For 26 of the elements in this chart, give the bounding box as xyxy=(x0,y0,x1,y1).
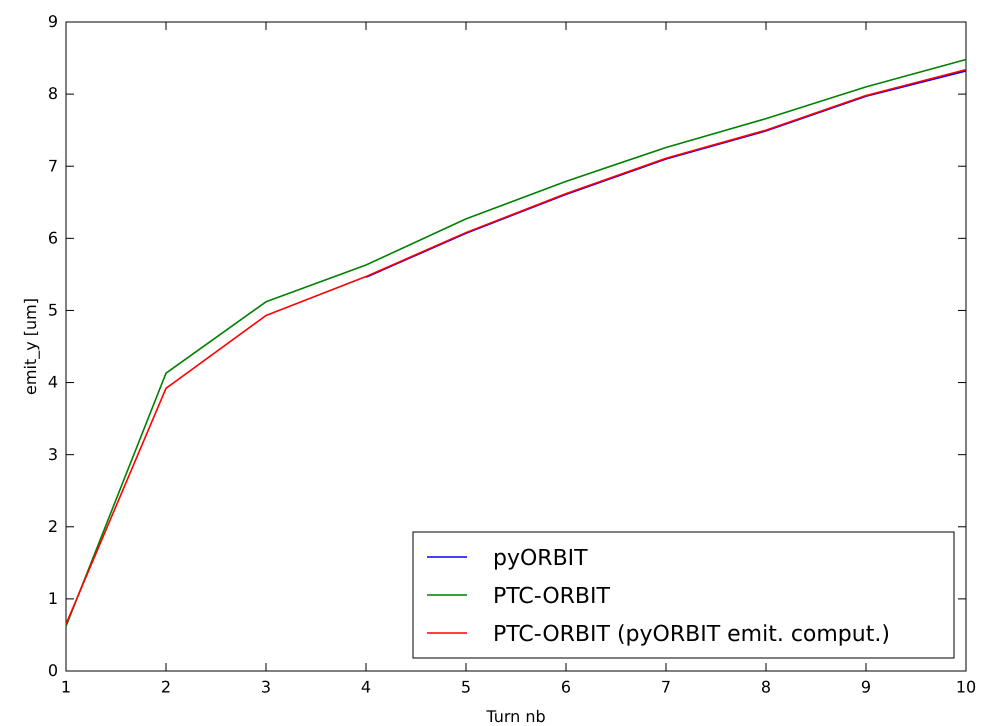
y-tick-label: 7 xyxy=(48,156,58,176)
y-tick-label: 0 xyxy=(48,661,58,680)
x-tick-label: 1 xyxy=(60,677,72,696)
legend-label: PTC-ORBIT xyxy=(493,584,611,609)
x-tick-label: 9 xyxy=(860,677,872,696)
y-tick-label: 3 xyxy=(48,444,58,464)
legend-label: PTC-ORBIT (pyORBIT emit. comput.) xyxy=(493,622,890,647)
x-tick-label: 3 xyxy=(260,677,272,696)
x-tick-label: 4 xyxy=(360,677,372,696)
x-tick-label: 7 xyxy=(660,677,672,696)
legend-label: pyORBIT xyxy=(493,546,588,571)
y-tick-label: 9 xyxy=(48,12,58,32)
y-tick-label: 1 xyxy=(48,589,58,608)
y-axis-title: emit_y [um] xyxy=(21,298,40,395)
x-tick-label: 6 xyxy=(560,677,572,696)
x-tick-label: 8 xyxy=(760,677,772,696)
x-tick-label: 5 xyxy=(460,677,472,696)
x-tick-label: 10 xyxy=(956,677,976,696)
x-tick-label: 2 xyxy=(160,677,172,696)
x-axis-title: Turn nb xyxy=(485,707,546,726)
y-tick-label: 4 xyxy=(48,372,58,392)
line-series xyxy=(365,70,967,278)
y-tick-label: 8 xyxy=(48,84,58,104)
y-tick-label: 2 xyxy=(48,516,58,536)
y-tick-label: 5 xyxy=(48,300,58,320)
y-tick-label: 6 xyxy=(48,228,58,248)
